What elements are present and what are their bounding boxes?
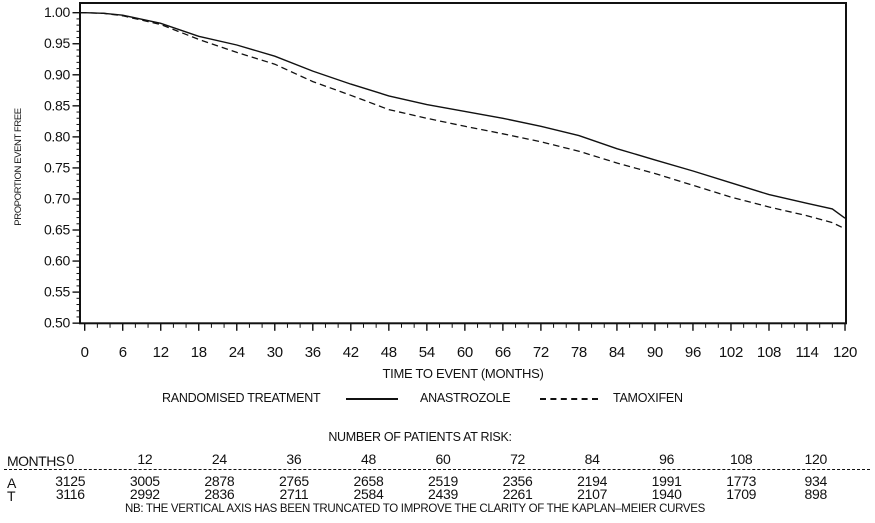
risk-value: 1773	[726, 473, 757, 489]
risk-column-header: 48	[360, 451, 376, 467]
x-tick-label: 84	[609, 344, 625, 361]
risk-value: 3005	[129, 473, 160, 489]
plot-frame	[79, 2, 847, 325]
risk-value: 934	[804, 473, 828, 489]
x-tick-label: 48	[381, 344, 397, 361]
x-tick-label: 6	[119, 344, 127, 361]
risk-column-header: 72	[510, 451, 526, 467]
risk-column-header: 84	[584, 451, 600, 467]
legend-title: RANDOMISED TREATMENT	[162, 391, 321, 405]
x-tick-label: 0	[81, 344, 89, 361]
risk-column-header: 120	[804, 451, 828, 467]
risk-value: 2992	[129, 486, 160, 502]
risk-table-months-label: MONTHS	[7, 453, 65, 469]
y-tick-label: 0.85	[44, 97, 71, 113]
x-axis-label: TIME TO EVENT (MONTHS)	[383, 366, 544, 381]
risk-table-separator	[4, 469, 870, 470]
risk-row-label-tamoxifen: T	[7, 488, 16, 504]
x-tick-label: 18	[191, 344, 207, 361]
risk-column-header: 36	[286, 451, 302, 467]
legend-solid-line-sample	[346, 398, 398, 400]
y-tick-label: 0.65	[44, 222, 71, 238]
x-tick-label: 42	[343, 344, 359, 361]
x-tick-label: 30	[267, 344, 283, 361]
y-tick-label: 0.80	[44, 128, 71, 144]
risk-table-title: NUMBER OF PATIENTS AT RISK:	[328, 430, 512, 444]
risk-row-anastrozole: 3125 3005 2878 2765 2658 2519 2356 2194 1991 1773…	[33, 473, 853, 489]
risk-value: 3125	[55, 473, 86, 489]
risk-value: 2107	[577, 486, 608, 502]
legend-entry-anastrozole: ANASTROZOLE	[420, 391, 511, 405]
y-axis: 1.00 0.95 0.90 0.85 0.80 0.75 0.70 0.65 0.60 0.55…	[44, 4, 80, 331]
y-tick-label: 0.70	[44, 190, 71, 206]
x-tick-label: 66	[495, 344, 511, 361]
risk-value: 2878	[204, 473, 235, 489]
x-tick-label: 90	[647, 344, 663, 361]
x-tick-label: 114	[795, 344, 818, 361]
risk-value: 2658	[353, 473, 384, 489]
legend-entry-tamoxifen: TAMOXIFEN	[613, 391, 683, 405]
y-tick-label: 0.90	[44, 66, 71, 82]
risk-value: 2439	[428, 486, 458, 502]
risk-row-label-anastrozole: A	[7, 475, 16, 491]
risk-column-header: 96	[659, 451, 675, 467]
risk-value: 2711	[279, 486, 309, 502]
risk-value: 2261	[502, 486, 533, 502]
risk-value: 3116	[55, 486, 85, 502]
risk-value: 2356	[502, 473, 533, 489]
x-tick-label: 24	[229, 344, 245, 361]
risk-column-header: 24	[211, 451, 227, 467]
risk-value: 2836	[204, 486, 235, 502]
x-tick-label: 72	[533, 344, 549, 361]
risk-value: 1709	[726, 486, 757, 502]
y-tick-label: 0.75	[44, 159, 71, 175]
truncation-note: NB: THE VERTICAL AXIS HAS BEEN TRUNCATED…	[124, 503, 706, 515]
x-tick-label: 12	[153, 344, 169, 361]
risk-column-header: 12	[137, 451, 153, 467]
risk-value: 2584	[353, 486, 384, 502]
x-axis: 0 6 12 18 24 30 36 42 48 54 60 66 72 78 84 90 96 102 108 11…	[81, 323, 857, 361]
risk-row-tamoxifen: 3116 2992 2836 2711 2584 2439 2261 2107 1940 1709…	[33, 486, 853, 502]
risk-table-header-row: 0 12 24 36 48 60 72 84 96 108 120	[33, 451, 853, 467]
risk-value: 1940	[651, 486, 682, 502]
risk-value: 2194	[577, 473, 608, 489]
risk-value: 1991	[651, 473, 682, 489]
y-tick-label: 0.95	[44, 35, 71, 51]
km-chart-svg: 1.00 0.95 0.90 0.85 0.80 0.75 0.70 0.65 0.60 0.55…	[13, 2, 857, 381]
x-tick-label: 60	[457, 344, 473, 361]
legend-dashed-line-sample	[540, 398, 598, 400]
x-tick-label: 96	[685, 344, 701, 361]
risk-value: 2519	[428, 473, 458, 489]
x-tick-label: 78	[571, 344, 587, 361]
series-tamoxifen-curve	[80, 12, 846, 230]
risk-column-header: 108	[729, 451, 753, 467]
risk-value: 898	[804, 486, 828, 502]
x-tick-label: 108	[757, 344, 781, 361]
risk-column-header: 60	[435, 451, 451, 467]
x-tick-label: 36	[305, 344, 321, 361]
series-anastrozole-curve	[80, 12, 846, 219]
x-tick-label: 102	[719, 344, 743, 361]
y-tick-label: 1.00	[44, 4, 71, 20]
risk-column-header: 0	[66, 451, 75, 467]
y-tick-label: 0.60	[44, 253, 71, 269]
y-tick-label: 0.50	[44, 315, 71, 331]
x-tick-label: 120	[833, 344, 857, 361]
y-tick-label: 0.55	[44, 284, 71, 300]
x-tick-label: 54	[419, 344, 435, 361]
y-axis-label: PROPORTION EVENT FREE	[13, 108, 24, 225]
risk-value: 2765	[278, 473, 309, 489]
